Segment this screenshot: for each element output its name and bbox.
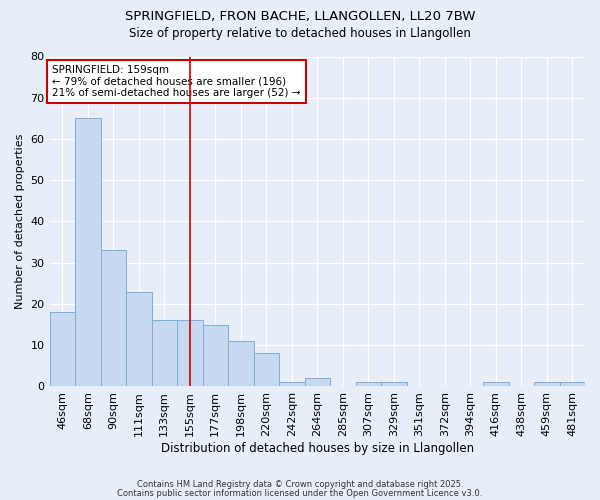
Bar [534, 382, 560, 386]
Bar [560, 382, 585, 386]
Text: SPRINGFIELD: 159sqm
← 79% of detached houses are smaller (196)
21% of semi-detac: SPRINGFIELD: 159sqm ← 79% of detached ho… [52, 64, 301, 98]
X-axis label: Distribution of detached houses by size in Llangollen: Distribution of detached houses by size … [161, 442, 474, 455]
Bar [305, 378, 330, 386]
Bar [279, 382, 305, 386]
Bar [177, 320, 203, 386]
Bar [152, 320, 177, 386]
Bar [254, 354, 279, 386]
Text: Contains public sector information licensed under the Open Government Licence v3: Contains public sector information licen… [118, 488, 482, 498]
Text: Size of property relative to detached houses in Llangollen: Size of property relative to detached ho… [129, 28, 471, 40]
Bar [228, 341, 254, 386]
Bar [126, 292, 152, 386]
Bar [101, 250, 126, 386]
Bar [75, 118, 101, 386]
Text: SPRINGFIELD, FRON BACHE, LLANGOLLEN, LL20 7BW: SPRINGFIELD, FRON BACHE, LLANGOLLEN, LL2… [125, 10, 475, 23]
Text: Contains HM Land Registry data © Crown copyright and database right 2025.: Contains HM Land Registry data © Crown c… [137, 480, 463, 489]
Bar [203, 324, 228, 386]
Bar [356, 382, 381, 386]
Bar [50, 312, 75, 386]
Y-axis label: Number of detached properties: Number of detached properties [15, 134, 25, 309]
Bar [483, 382, 509, 386]
Bar [381, 382, 407, 386]
